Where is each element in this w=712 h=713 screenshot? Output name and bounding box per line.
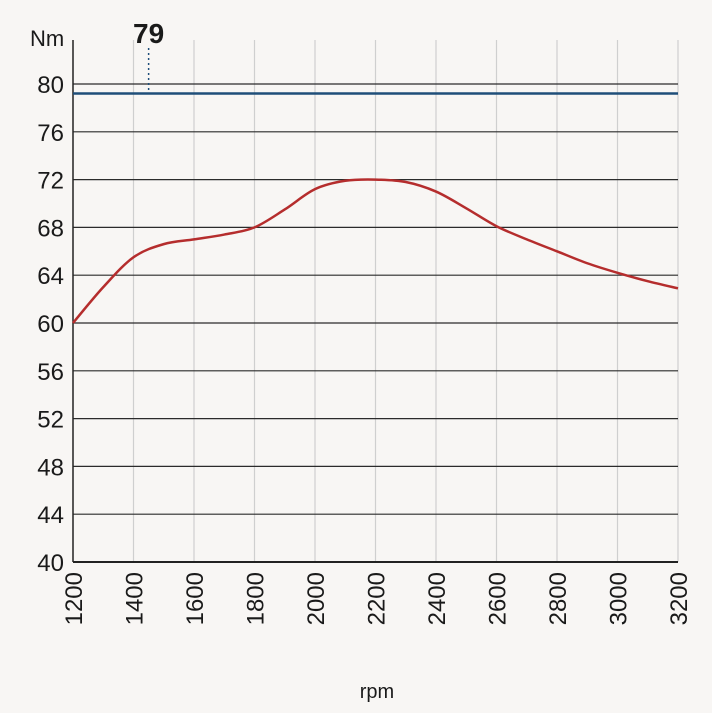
x-tick-label: 3000	[606, 572, 633, 625]
reference-line-group	[73, 48, 678, 95]
x-axis-label: rpm	[360, 681, 394, 703]
y-tick-label: 40	[37, 550, 64, 577]
y-tick-label: 76	[37, 120, 64, 147]
axes: 40 44 48 52 56 60 64 68 72 76 80 1200 1400 1600 1800 20…	[37, 40, 693, 625]
y-tick-label: 68	[37, 215, 64, 242]
x-tick-label: 2200	[364, 572, 391, 625]
torque-series-line	[72, 178, 679, 324]
x-tick-label: 1600	[182, 572, 209, 625]
x-tick-label: 2800	[545, 572, 572, 625]
y-tick-label: 48	[37, 454, 64, 481]
labels: Nm rpm 79	[30, 18, 394, 703]
x-tick-label: 1400	[122, 572, 149, 625]
y-tick-label: 52	[37, 407, 64, 434]
x-tick-label: 3200	[666, 572, 693, 625]
y-tick-label: 64	[37, 263, 64, 290]
y-tick-label: 80	[37, 72, 64, 99]
y-tick-label: 44	[37, 502, 64, 529]
series-group	[72, 178, 679, 324]
annotation-label: 79	[133, 18, 164, 49]
x-tick-label: 1800	[243, 572, 270, 625]
y-tick-label: 72	[37, 168, 64, 195]
y-axis-label: Nm	[30, 26, 64, 51]
grid	[73, 40, 679, 562]
x-tick-label: 2400	[424, 572, 451, 625]
y-tick-label: 60	[37, 311, 64, 338]
y-tick-label: 56	[37, 359, 64, 386]
x-tick-label: 2000	[303, 572, 330, 625]
x-tick-label: 2600	[485, 572, 512, 625]
x-tick-label: 1200	[61, 572, 88, 625]
